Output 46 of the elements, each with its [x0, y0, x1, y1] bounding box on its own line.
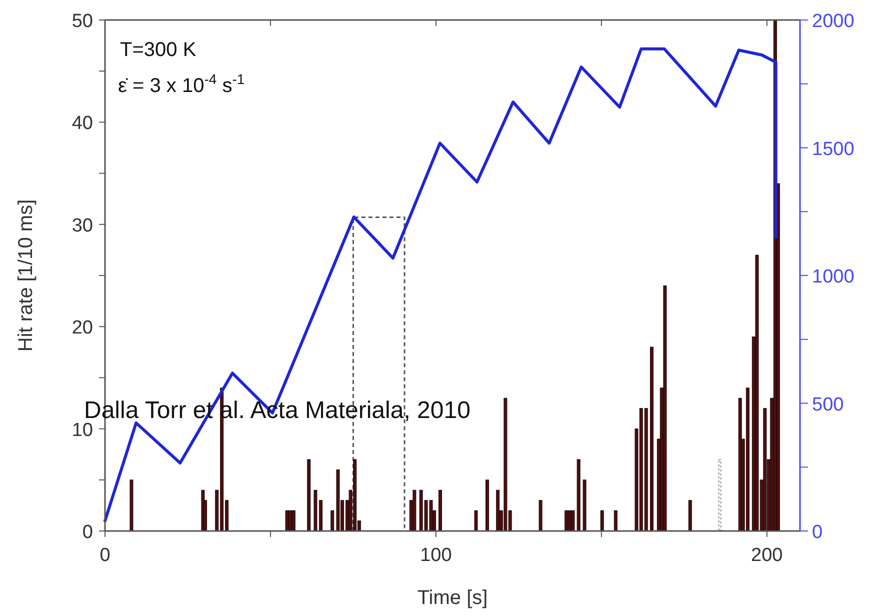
bar	[564, 510, 568, 532]
bar	[330, 510, 334, 532]
y-tick-label: 10	[72, 420, 93, 441]
bar	[718, 458, 722, 532]
bar	[353, 459, 357, 532]
bar	[600, 510, 604, 532]
bar	[474, 510, 478, 532]
y-tick-label: 20	[72, 318, 93, 339]
bar	[755, 254, 759, 532]
x-tick-label: 100	[420, 545, 452, 566]
annotation: ε̇ = 3 x 10$^{-4}$ s$^{-1}$	[118, 71, 245, 97]
y-axis-title: Hit rate [1/10 ms]	[15, 199, 37, 352]
y-tick-label: 40	[72, 113, 93, 134]
bar	[688, 500, 692, 532]
y-tick-label: 50	[72, 11, 93, 32]
bar	[571, 510, 575, 532]
x-tick-label: 200	[751, 545, 783, 566]
y2-tick-label: 2000	[812, 11, 854, 32]
bar	[307, 459, 311, 532]
y-tick-label: 0	[82, 522, 93, 543]
bar	[412, 490, 416, 532]
bar	[538, 500, 542, 532]
bar	[582, 480, 586, 532]
x-tick-label: 0	[100, 545, 110, 566]
bar	[663, 285, 667, 532]
y2-tick-label: 1000	[812, 266, 854, 288]
bar	[336, 469, 340, 532]
bar	[763, 408, 767, 532]
bar	[486, 480, 489, 532]
bar	[650, 346, 654, 532]
bar	[576, 459, 580, 532]
bar	[496, 490, 500, 532]
bar	[292, 510, 296, 532]
annotation: T=300 K	[120, 39, 197, 61]
y2-tick-label: 500	[812, 394, 844, 416]
y2-tick-label: 0	[812, 522, 823, 543]
bar	[438, 490, 442, 532]
bar	[738, 398, 742, 532]
y2-tick-label: 1500	[812, 138, 854, 160]
x-axis-title: Time [s]	[417, 587, 488, 609]
bar	[746, 388, 750, 532]
bar	[130, 480, 134, 532]
bar	[285, 510, 289, 532]
bar	[614, 510, 618, 532]
bar	[288, 510, 292, 532]
y-tick-label: 30	[72, 215, 93, 236]
